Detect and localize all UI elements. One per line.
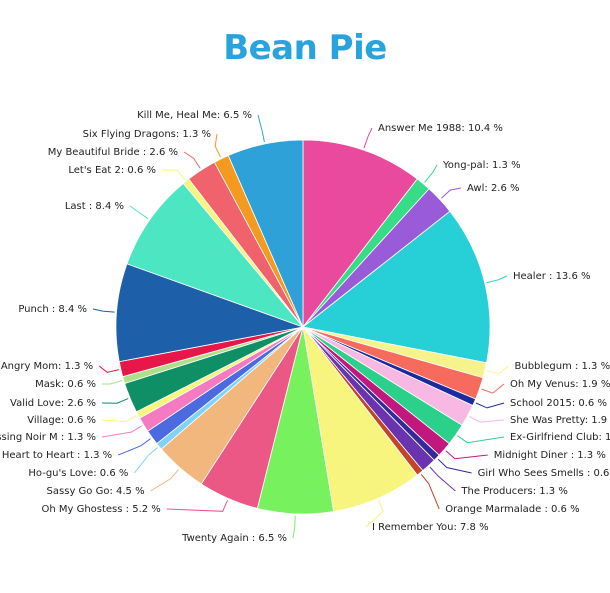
pie-slice-last[interactable] [126, 182, 305, 328]
connector-orange-marmalade [420, 474, 440, 510]
connector-heart-to-heart [118, 438, 151, 456]
connector-sassy-go-go [150, 469, 180, 492]
slice-label-awl: Awl: 2.6 % [467, 183, 520, 194]
connector-oh-my-ghostess [166, 500, 228, 512]
slice-label-she-was-pretty: She Was Pretty: 1.9 % [510, 415, 610, 426]
connector-the-producers [429, 466, 456, 492]
slice-label-yong-pal: Yong-pal: 1.3 % [442, 160, 521, 171]
slice-label-bubblegum: Bubblegum : 1.3 % [515, 361, 610, 372]
slice-label-kill-me-heal-me: Kill Me, Heal Me: 6.5 % [137, 110, 252, 121]
connector-last [129, 205, 149, 220]
connector-angry-mom [98, 365, 120, 373]
connector-missing-noir-m [101, 425, 143, 438]
connector-ho-gu-s-love [134, 447, 158, 474]
pie-slices [115, 139, 491, 515]
connector-answer-me-1988 [363, 127, 373, 149]
slice-label-midnight-diner: Midnight Diner : 1.3 % [494, 450, 606, 461]
connector-punch [92, 308, 115, 313]
pie-slice-answer-me-1988[interactable] [302, 139, 418, 329]
slice-label-heart-to-heart: Heart to Heart : 1.3 % [2, 450, 112, 461]
connector-twenty-again [292, 515, 296, 539]
slice-label-mask: Mask: 0.6 % [35, 379, 96, 390]
slice-label-my-beautiful-bride: My Beautiful Bride : 2.6 % [48, 147, 178, 158]
connector-midnight-diner [445, 450, 488, 460]
slice-label-i-remember-you: I Remember You: 7.8 % [372, 522, 489, 533]
slice-label-angry-mom: Angry Mom: 1.3 % [1, 361, 93, 372]
connector-mask [102, 380, 122, 385]
connector-oh-my-venus [481, 383, 505, 394]
label-connectors [92, 114, 509, 539]
connector-my-beautiful-bride [183, 151, 201, 169]
connector-six-flying-dragons [214, 133, 221, 158]
slice-label-six-flying-dragons: Six Flying Dragons: 1.3 % [83, 129, 211, 140]
slice-label-village: Village: 0.6 % [27, 415, 96, 426]
slice-label-oh-my-ghostess: Oh My Ghostess : 5.2 % [41, 504, 160, 515]
connector-she-was-pretty [469, 416, 505, 423]
slice-label-healer: Healer : 13.6 % [513, 271, 591, 282]
connector-healer [486, 275, 508, 284]
connector-kill-me-heal-me [257, 114, 265, 143]
connector-let-s-eat-2 [161, 169, 186, 180]
connector-ex-girlfriend-club [457, 435, 505, 444]
chart-title: Bean Pie [223, 28, 387, 68]
slice-label-ex-girlfriend-club: Ex-Girlfriend Club: 1.9 % [510, 432, 610, 443]
connector-i-remember-you [365, 500, 384, 528]
connector-bubblegum [486, 365, 509, 375]
connector-school-2015 [475, 402, 505, 409]
slice-labels: Answer Me 1988: 10.4 % Yong-pal: 1.3 % Awl… [0, 110, 610, 544]
slice-label-let-s-eat-2: Let's Eat 2: 0.6 % [68, 165, 156, 176]
slice-label-last: Last : 8.4 % [65, 201, 124, 212]
pie-slice-healer[interactable] [302, 210, 491, 364]
pie-slice-punch[interactable] [115, 263, 305, 363]
pie-slice-kill-me-heal-me[interactable] [227, 139, 304, 328]
connector-girl-who-sees-smells [437, 458, 472, 474]
pie-slice-i-remember-you[interactable] [302, 326, 418, 512]
connector-yong-pal [424, 164, 438, 183]
slice-label-orange-marmalade: Orange Marmalade : 0.6 % [445, 504, 579, 515]
slice-label-twenty-again: Twenty Again : 6.5 % [181, 533, 287, 544]
slice-label-sassy-go-go: Sassy Go Go: 4.5 % [47, 486, 145, 497]
slice-label-girl-who-sees-smells: Girl Who Sees Smells : 0.6 % [478, 468, 610, 479]
slice-label-oh-my-venus: Oh My Venus: 1.9 % [510, 379, 610, 390]
slice-label-ho-gu-s-love: Ho-gu's Love: 0.6 % [28, 468, 128, 479]
slice-label-school-2015: School 2015: 0.6 % [510, 398, 607, 409]
slice-label-valid-love: Valid Love: 2.6 % [10, 398, 96, 409]
connector-village [101, 415, 137, 423]
slice-label-the-producers: The Producers: 1.3 % [460, 486, 567, 497]
slice-label-answer-me-1988: Answer Me 1988: 10.4 % [378, 123, 503, 134]
connector-valid-love [101, 398, 129, 404]
connector-awl [441, 187, 462, 199]
slice-label-missing-noir-m: Missing Noir M : 1.3 % [0, 432, 96, 443]
slice-label-punch: Punch : 8.4 % [18, 304, 87, 315]
